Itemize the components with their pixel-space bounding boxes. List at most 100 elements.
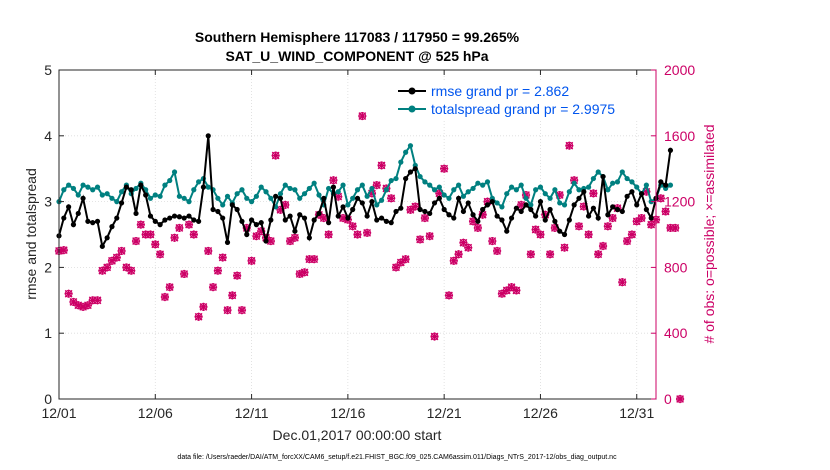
- y-right-tick-label-4: 1600: [664, 128, 695, 144]
- x-tick-label-1: 12/06: [138, 405, 173, 421]
- rmse-point-72: [403, 175, 409, 182]
- totalspread-point-12: [114, 199, 120, 205]
- totalspread-point-34: [220, 202, 226, 208]
- obs-assimilated-point-115: [608, 213, 617, 223]
- obs-assimilated-point-62: [353, 230, 362, 239]
- chart-title-line-1: Southern Hemisphere 117083 / 117950 = 99…: [195, 29, 520, 45]
- obs-assimilated-point-24: [170, 233, 179, 242]
- rmse-point-79: [436, 195, 442, 201]
- obs-assimilated-point-92: [497, 289, 507, 298]
- totalspread-point-56: [326, 185, 332, 192]
- obs-assimilated-point-81: [444, 291, 454, 300]
- obs-assimilated-point-90: [488, 237, 497, 246]
- totalspread-point-105: [561, 202, 568, 208]
- rmse-point-69: [388, 220, 394, 226]
- rmse-point-86: [470, 212, 476, 218]
- rmse-point-49: [292, 228, 298, 234]
- obs-assimilated-point-76: [420, 213, 429, 223]
- totalspread-point-94: [508, 184, 515, 190]
- obs-assimilated-point-9: [98, 266, 107, 275]
- y-left-tick-label-1: 1: [44, 325, 52, 341]
- rmse-point-85: [465, 200, 471, 206]
- totalspread-point-80: [441, 192, 447, 198]
- totalspread-point-82: [451, 187, 457, 193]
- totalspread-point-110: [585, 184, 592, 190]
- obs-assimilated-point-42: [257, 227, 266, 236]
- totalspread-point-44: [268, 195, 274, 201]
- chart-title-line-2: SAT_U_WIND_COMPONENT @ 525 hPa: [225, 48, 488, 64]
- rmse-point-25: [176, 214, 182, 220]
- rmse-point-116: [614, 206, 621, 213]
- obs-assimilated-point-16: [131, 237, 141, 246]
- rmse-point-67: [378, 215, 385, 221]
- rmse-point-46: [277, 195, 284, 201]
- rmse-point-45: [273, 193, 279, 199]
- totalspread-point-41: [253, 193, 259, 199]
- totalspread-point-96: [518, 182, 524, 188]
- obs-assimilated-point-71: [396, 258, 405, 267]
- rmse-point-74: [412, 166, 418, 172]
- obs-assimilated-point-127: [666, 223, 675, 232]
- obs-assimilated-point-55: [319, 213, 328, 223]
- x-tick-label-2: 12/11: [235, 405, 269, 421]
- totalspread-point-53: [311, 180, 317, 186]
- rmse-point-126: [663, 182, 669, 188]
- obs-assimilated-point-14: [122, 263, 131, 272]
- totalspread-point-118: [624, 175, 630, 182]
- totalspread-point-2: [66, 182, 72, 188]
- rmse-point-8: [94, 218, 101, 224]
- obs-assimilated-point-11: [107, 256, 117, 265]
- totalspread-point-89: [484, 179, 491, 185]
- totalspread-point-103: [552, 187, 558, 193]
- obs-assimilated-point-5: [78, 302, 88, 311]
- obs-assimilated-point-48: [286, 237, 295, 246]
- obs-assimilated-point-2: [64, 289, 73, 298]
- obs-assimilated-point-12: [112, 253, 121, 262]
- totalspread-point-3: [70, 185, 77, 192]
- rmse-point-102: [547, 206, 553, 213]
- rmse-point-63: [359, 200, 365, 206]
- rmse-point-55: [321, 195, 327, 201]
- rmse-point-80: [441, 206, 447, 213]
- totalspread-point-81: [446, 195, 452, 201]
- obs-assimilated-point-23: [165, 283, 174, 292]
- totalspread-point-88: [480, 182, 486, 188]
- rmse-point-73: [407, 169, 414, 175]
- obs-assimilated-point-77: [425, 232, 434, 241]
- totalspread-point-4: [75, 192, 81, 198]
- totalspread-point-93: [504, 191, 510, 197]
- obs-assimilated-point-18: [141, 230, 150, 239]
- obs-assimilated-point-78: [430, 332, 439, 341]
- totalspread-point-63: [359, 182, 365, 188]
- totalspread-point-37: [234, 191, 240, 197]
- obs-assimilated-point-105: [560, 243, 569, 252]
- obs-assimilated-point-22: [160, 292, 169, 302]
- rmse-point-61: [350, 206, 356, 213]
- totalspread-point-115: [610, 180, 616, 186]
- obs-assimilated-point-114: [603, 222, 612, 231]
- totalspread-point-101: [542, 191, 548, 197]
- totalspread-point-114: [605, 187, 611, 193]
- obs-assimilated-point-25: [175, 223, 184, 232]
- rmse-point-1: [61, 215, 67, 221]
- obs-assimilated-point-75: [416, 235, 425, 244]
- obs-assimilated-point-102: [546, 250, 555, 259]
- obs-assimilated-point-59: [338, 213, 348, 223]
- rmse-point-103: [552, 218, 558, 224]
- rmse-point-99: [533, 213, 539, 219]
- totalspread-point-38: [239, 187, 245, 193]
- totalspread-point-98: [528, 202, 534, 208]
- obs-assimilated-point-36: [228, 291, 237, 300]
- obs-assimilated-point-34: [218, 253, 227, 262]
- totalspread-point-76: [422, 179, 428, 185]
- data-file-footnote: data file: /Users/raeder/DAI/ATM_forcXX/…: [177, 454, 617, 461]
- rmse-point-104: [557, 228, 563, 234]
- totalspread-point-67: [378, 197, 385, 203]
- obs-assimilated-point-110: [584, 230, 593, 239]
- totalspread-point-58: [335, 189, 341, 195]
- rmse-point-98: [528, 206, 534, 213]
- totalspread-point-22: [162, 182, 168, 188]
- totalspread-point-120: [634, 184, 640, 190]
- obs-assimilated-point-50: [295, 269, 304, 279]
